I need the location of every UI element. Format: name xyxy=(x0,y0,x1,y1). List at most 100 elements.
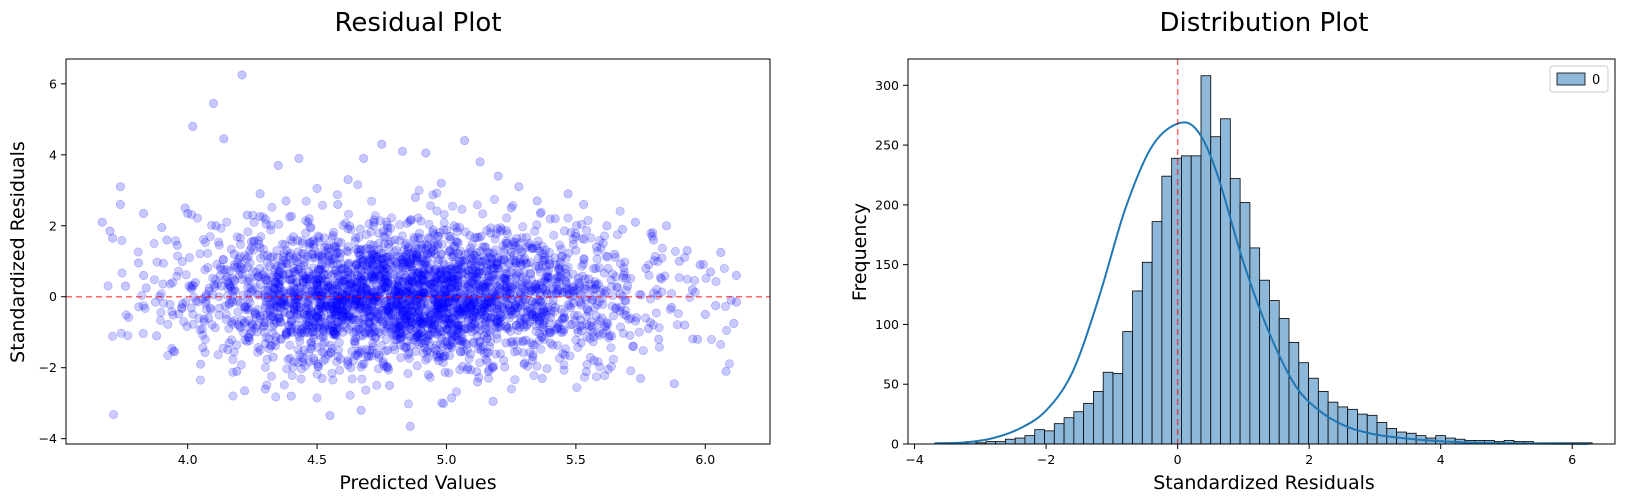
scatter-point-bg xyxy=(323,298,333,308)
scatter-point-bg xyxy=(436,339,446,349)
scatter-point xyxy=(636,373,646,383)
scatter-point xyxy=(224,338,234,348)
scatter-point-bg xyxy=(355,301,365,311)
scatter-point-bg xyxy=(438,314,448,324)
scatter-point-bg xyxy=(315,298,325,308)
scatter-point-bg xyxy=(312,393,322,403)
scatter-point-bg xyxy=(648,320,658,330)
scatter-point-bg xyxy=(274,282,284,292)
scatter-point-bg xyxy=(437,307,447,317)
scatter-point-bg xyxy=(524,241,534,251)
scatter-point-bg xyxy=(378,254,388,264)
scatter-point-bg xyxy=(227,273,237,283)
scatter-point-bg xyxy=(532,220,542,230)
scatter-point-bg xyxy=(444,246,454,256)
scatter-point-bg xyxy=(305,328,315,338)
scatter-point-bg xyxy=(168,310,178,320)
scatter-point-bg xyxy=(380,308,390,318)
scatter-point-bg xyxy=(608,311,618,321)
scatter-point xyxy=(265,253,275,263)
scatter-point-bg xyxy=(427,283,437,293)
scatter-point-bg xyxy=(209,280,219,290)
scatter-point-bg xyxy=(266,371,276,381)
scatter-point-bg xyxy=(365,240,375,250)
scatter-point xyxy=(377,139,387,149)
scatter-point-bg xyxy=(317,259,327,269)
scatter-point-bg xyxy=(477,320,487,330)
scatter-point xyxy=(532,196,542,206)
scatter-point-bg xyxy=(494,285,504,295)
scatter-point-bg xyxy=(422,255,432,265)
scatter-point-bg xyxy=(285,285,295,295)
scatter-point-bg xyxy=(328,231,338,241)
scatter-point-bg xyxy=(331,323,341,333)
scatter-point-bg xyxy=(289,305,299,315)
scatter-point-bg xyxy=(513,297,523,307)
scatter-point-bg xyxy=(532,279,542,289)
scatter-point-bg xyxy=(431,290,441,300)
histogram-bar xyxy=(1357,413,1368,445)
histogram-bar xyxy=(1151,221,1163,445)
scatter-point-bg xyxy=(542,364,552,374)
scatter-point-bg xyxy=(304,320,314,330)
scatter-point-bg xyxy=(448,296,458,306)
scatter-point-bg xyxy=(310,290,320,300)
scatter-point-bg xyxy=(545,273,555,283)
scatter-point-bg xyxy=(412,319,422,329)
scatter-point-bg xyxy=(476,342,486,352)
scatter-point-bg xyxy=(363,307,373,317)
scatter-point-bg xyxy=(594,297,604,307)
scatter-point-bg xyxy=(250,309,260,319)
scatter-point-bg xyxy=(331,250,341,260)
scatter-point-bg xyxy=(487,254,497,264)
scatter-point-bg xyxy=(193,213,203,223)
scatter-point-bg xyxy=(645,317,655,327)
scatter-point-bg xyxy=(403,369,413,379)
scatter-point-bg xyxy=(469,296,479,306)
scatter-point-bg xyxy=(200,265,210,275)
scatter-point-bg xyxy=(512,303,522,313)
histogram-bar xyxy=(1327,401,1339,445)
scatter-point-bg xyxy=(335,281,345,291)
scatter-point-bg xyxy=(383,286,393,296)
scatter-point xyxy=(421,148,431,158)
scatter-point-bg xyxy=(405,257,415,267)
scatter-point-bg xyxy=(376,317,386,327)
scatter-point xyxy=(467,256,477,266)
scatter-point-bg xyxy=(421,355,431,365)
scatter-point-bg xyxy=(525,268,535,278)
scatter-point-bg xyxy=(370,293,380,303)
y-tick-label: 6 xyxy=(49,76,57,91)
scatter-point-bg xyxy=(400,318,410,328)
scatter-point-bg xyxy=(453,275,463,285)
scatter-point-bg xyxy=(210,323,220,333)
scatter-point-bg xyxy=(583,305,593,315)
scatter-point-bg xyxy=(527,308,537,318)
scatter-point-bg xyxy=(587,285,597,295)
scatter-point-bg xyxy=(480,286,490,296)
scatter-point-bg xyxy=(454,264,464,274)
scatter-point xyxy=(721,366,731,376)
scatter-point-bg xyxy=(519,313,529,323)
scatter-point-bg xyxy=(586,279,596,289)
scatter-point-bg xyxy=(386,269,396,279)
scatter-point-bg xyxy=(261,275,271,285)
scatter-point-bg xyxy=(398,263,408,273)
scatter-point xyxy=(242,210,252,220)
scatter-point-bg xyxy=(470,298,480,308)
scatter-point xyxy=(346,363,356,373)
scatter-point-bg xyxy=(340,304,350,314)
scatter-point-bg xyxy=(431,265,441,275)
scatter-point-bg xyxy=(581,367,591,377)
scatter-point-bg xyxy=(181,297,191,307)
scatter-point xyxy=(661,221,671,231)
scatter-point-bg xyxy=(545,338,555,348)
scatter-point xyxy=(178,299,188,309)
scatter-point-bg xyxy=(188,309,198,319)
scatter-point-bg xyxy=(258,270,268,280)
scatter-point-bg xyxy=(334,337,344,347)
scatter-point-bg xyxy=(452,328,462,338)
scatter-point-bg xyxy=(585,325,595,335)
scatter-point-bg xyxy=(362,286,372,296)
scatter-point-bg xyxy=(205,232,215,242)
